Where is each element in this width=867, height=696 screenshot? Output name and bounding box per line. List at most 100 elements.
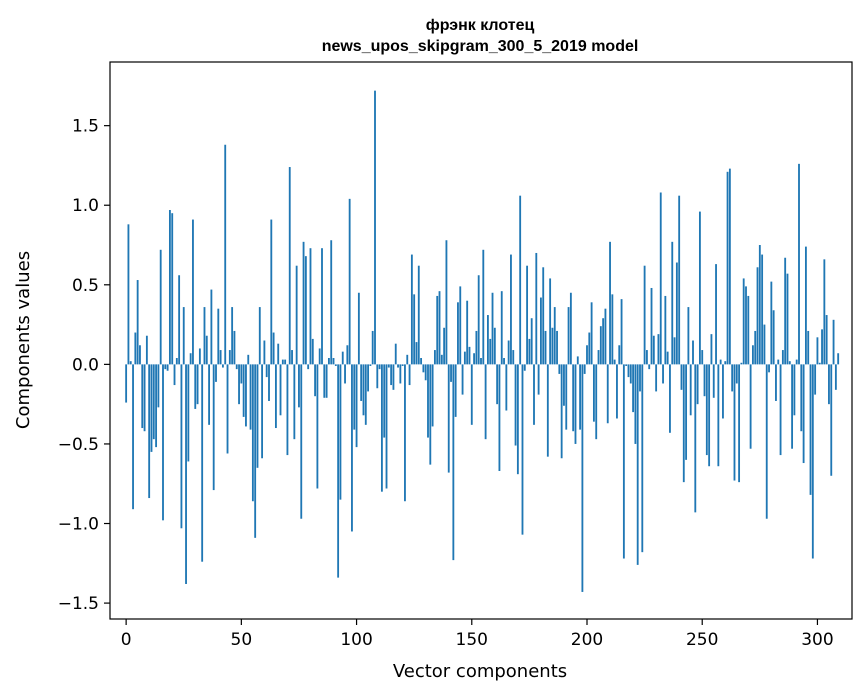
bar	[701, 350, 704, 365]
bar	[597, 350, 600, 365]
bar	[795, 359, 798, 365]
bar	[390, 364, 393, 386]
bar	[477, 275, 480, 365]
bar	[804, 246, 807, 365]
bar	[431, 364, 434, 427]
bar	[696, 364, 699, 405]
bar	[832, 319, 835, 365]
bar	[698, 211, 701, 365]
bar	[277, 343, 280, 365]
bar	[238, 364, 240, 405]
bar	[828, 364, 830, 405]
bar	[168, 210, 171, 365]
bar	[408, 364, 411, 386]
bar	[311, 338, 314, 365]
bar	[735, 364, 738, 384]
bar	[510, 254, 512, 365]
bar	[353, 364, 356, 430]
bar	[830, 364, 833, 476]
bar	[666, 351, 669, 365]
bar	[539, 297, 542, 365]
bar	[415, 342, 418, 365]
bar	[592, 364, 595, 422]
bar	[281, 359, 284, 365]
bar	[480, 358, 482, 365]
bar	[678, 195, 681, 365]
bar	[210, 289, 213, 365]
bar	[316, 364, 319, 489]
bar	[639, 364, 641, 392]
bar	[837, 353, 840, 365]
bar	[224, 144, 227, 365]
bar	[728, 168, 731, 365]
bar	[314, 364, 317, 397]
bar	[397, 364, 399, 368]
bar	[341, 351, 344, 365]
bar	[823, 259, 826, 365]
bar	[710, 334, 713, 365]
bar	[454, 364, 457, 417]
bar	[567, 307, 570, 365]
bar	[295, 265, 298, 365]
bar	[304, 256, 307, 365]
bar	[457, 302, 459, 365]
bar	[447, 364, 450, 473]
bar	[208, 364, 211, 425]
bar	[436, 295, 439, 365]
bar	[348, 198, 351, 365]
bar	[742, 278, 745, 365]
bar	[689, 364, 692, 416]
bar	[708, 364, 711, 467]
bar	[503, 358, 505, 365]
bar	[217, 308, 220, 365]
bar	[443, 327, 446, 365]
bar	[581, 364, 584, 592]
bar	[152, 364, 155, 440]
bar	[155, 364, 158, 448]
bar	[233, 330, 236, 365]
bar	[781, 350, 784, 365]
bar	[318, 348, 321, 365]
bar	[784, 257, 787, 365]
bar	[604, 308, 607, 365]
bar	[134, 332, 137, 365]
bar	[463, 351, 466, 365]
bar	[203, 307, 206, 365]
bar	[367, 364, 370, 392]
bar	[198, 348, 201, 365]
bar	[692, 340, 694, 365]
bar	[360, 364, 363, 401]
bar	[632, 364, 635, 413]
bar	[482, 249, 485, 365]
bar	[427, 364, 429, 438]
bar	[125, 364, 128, 403]
bar	[740, 362, 743, 365]
bar	[473, 353, 476, 365]
y-tick-label: −0.5	[58, 435, 99, 455]
bar	[429, 364, 432, 465]
bar	[404, 364, 406, 502]
bar	[261, 364, 264, 459]
bar	[136, 280, 139, 365]
bar	[811, 364, 814, 559]
bar	[671, 241, 674, 365]
bar	[655, 364, 658, 392]
bar	[551, 327, 554, 365]
bar	[733, 364, 736, 481]
bar	[468, 346, 471, 365]
bar	[535, 252, 538, 365]
bar	[722, 364, 724, 419]
bar	[279, 364, 282, 416]
bar	[560, 364, 563, 459]
bar	[809, 364, 812, 495]
bar	[325, 364, 328, 398]
bar	[569, 292, 572, 365]
bar	[127, 224, 130, 365]
bar	[662, 364, 664, 384]
bar	[514, 364, 517, 446]
bar	[231, 307, 234, 365]
bar	[374, 90, 376, 365]
bar	[410, 254, 413, 365]
bar	[599, 326, 602, 365]
bar	[738, 364, 741, 483]
